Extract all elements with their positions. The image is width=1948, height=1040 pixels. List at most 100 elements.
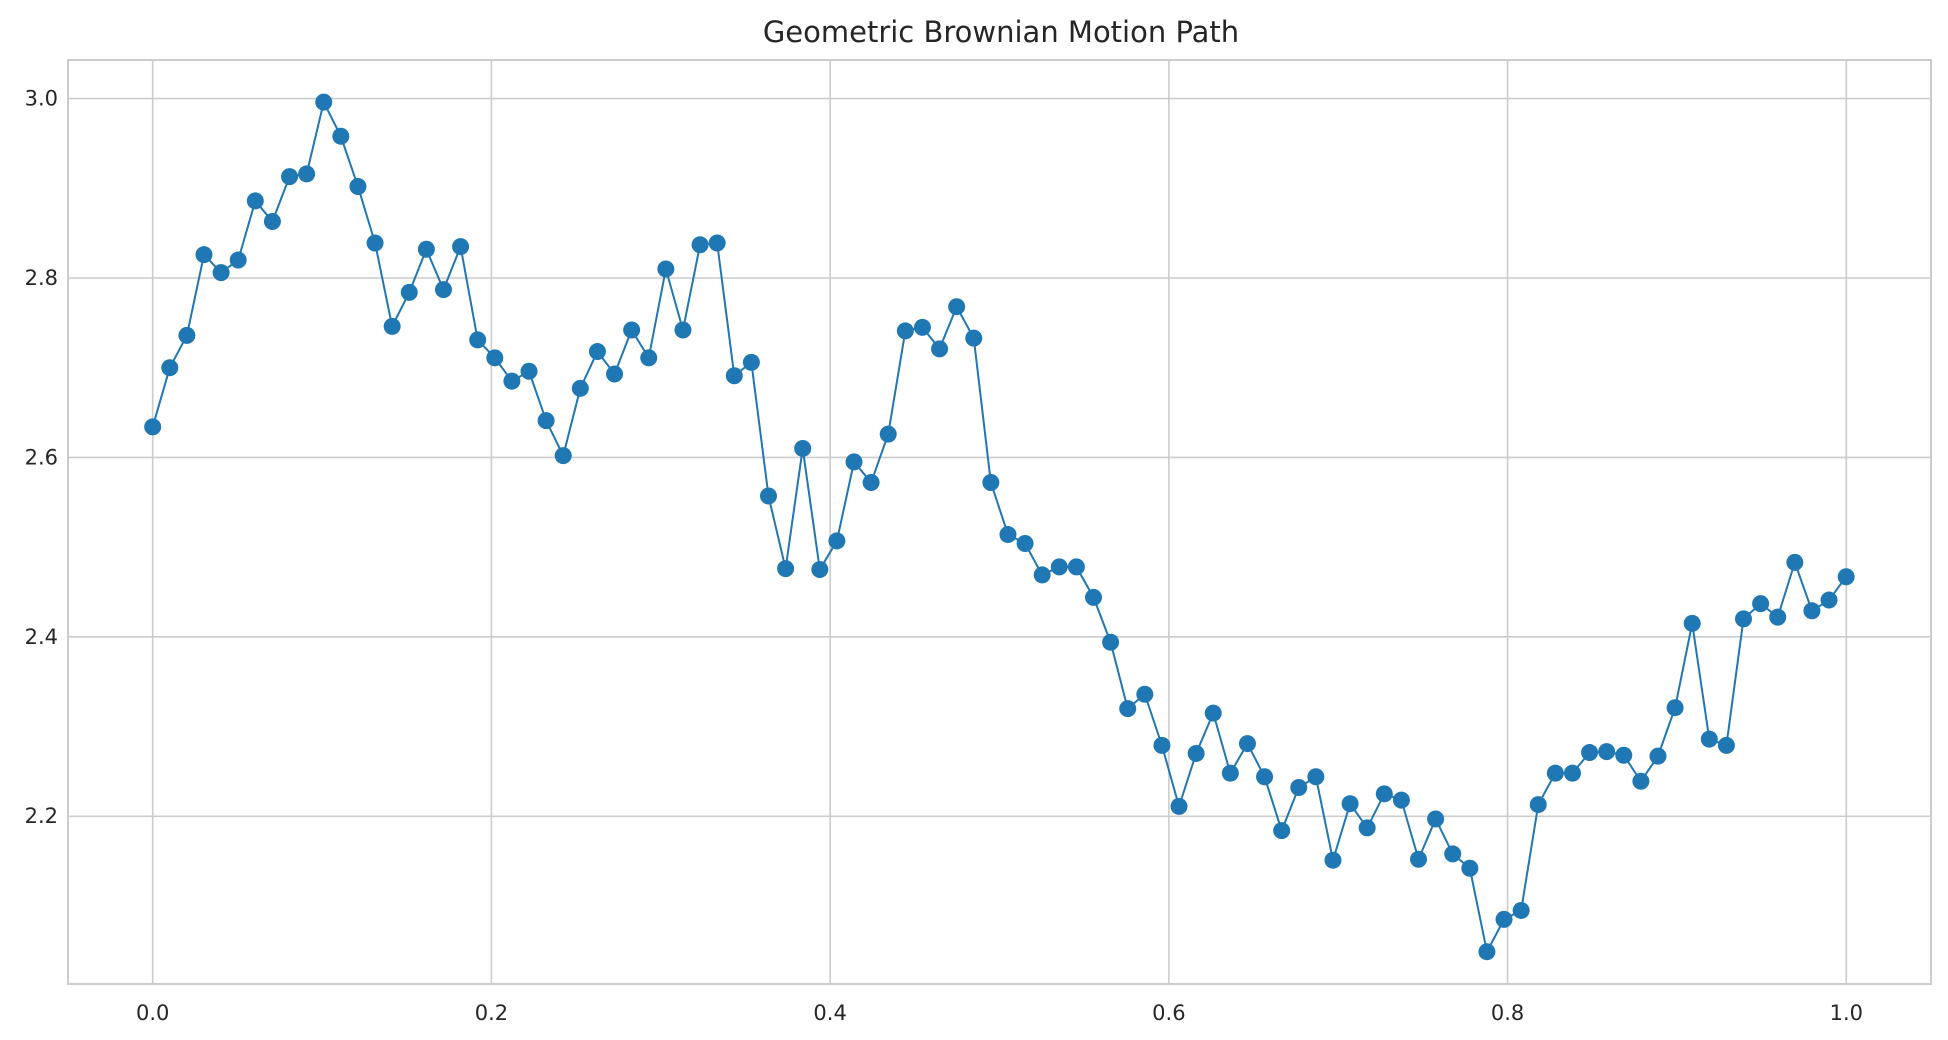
data-point: [1187, 744, 1205, 762]
x-tick-label: 0.4: [813, 1001, 846, 1025]
data-point: [554, 447, 572, 465]
data-point: [606, 365, 624, 383]
data-point: [1307, 768, 1325, 786]
data-point: [1153, 736, 1171, 754]
data-point: [1735, 610, 1753, 628]
data-point: [777, 560, 795, 578]
data-point: [811, 561, 829, 579]
data-point: [1427, 810, 1445, 828]
x-tick-label: 1.0: [1830, 1001, 1863, 1025]
data-point: [1546, 764, 1564, 782]
data-point: [1102, 633, 1120, 651]
data-point: [1581, 744, 1599, 762]
data-point: [229, 251, 247, 269]
data-point: [486, 349, 504, 367]
data-point: [1700, 730, 1718, 748]
data-point: [1033, 566, 1051, 584]
data-point: [759, 487, 777, 505]
x-tick-label: 0.2: [475, 1001, 508, 1025]
data-point: [828, 532, 846, 550]
data-point: [434, 281, 452, 299]
data-point: [144, 418, 162, 436]
data-point: [1563, 764, 1581, 782]
data-point: [366, 234, 384, 252]
data-point: [537, 412, 555, 430]
data-point: [1529, 796, 1547, 814]
data-point: [400, 283, 418, 301]
data-point: [708, 234, 726, 252]
data-point: [212, 264, 230, 282]
data-point: [913, 318, 931, 336]
data-point: [1341, 795, 1359, 813]
y-tick-label: 2.4: [25, 625, 58, 649]
data-point: [1085, 588, 1102, 606]
data-point: [1803, 602, 1821, 620]
data-point: [1170, 797, 1188, 815]
data-point: [965, 329, 983, 347]
x-tick-label: 0.0: [136, 1001, 169, 1025]
data-point: [862, 474, 880, 492]
data-point: [1119, 700, 1137, 718]
data-point: [999, 526, 1017, 544]
data-point: [178, 326, 196, 344]
data-point: [845, 453, 863, 471]
data-point: [931, 340, 949, 358]
data-point: [503, 372, 521, 390]
data-point: [1204, 704, 1222, 722]
data-point: [571, 379, 589, 397]
data-point: [1050, 558, 1068, 576]
data-point: [1392, 791, 1410, 809]
x-tick-label: 0.6: [1152, 1001, 1185, 1025]
data-point: [1615, 746, 1633, 764]
data-point: [1495, 910, 1513, 928]
data-point: [1632, 772, 1650, 790]
series-line: [151, 99, 1847, 955]
plot-area: [67, 59, 1932, 985]
data-point: [246, 192, 264, 210]
data-point: [1837, 568, 1855, 586]
data-point: [1016, 535, 1034, 553]
data-point: [623, 321, 641, 339]
data-point: [1221, 764, 1239, 782]
data-point: [452, 238, 470, 256]
data-point: [1358, 819, 1376, 837]
data-point: [1478, 943, 1496, 961]
data-point: [349, 177, 367, 195]
grid-lines: [68, 60, 1931, 984]
data-point: [1649, 747, 1667, 765]
data-point: [640, 349, 658, 367]
data-point: [691, 236, 709, 254]
data-point: [1375, 785, 1393, 803]
data-point: [1324, 851, 1342, 869]
data-point: [298, 165, 316, 183]
y-tick-label: 2.6: [25, 445, 58, 469]
x-tick-label: 0.8: [1491, 1001, 1524, 1025]
data-point: [742, 353, 760, 371]
data-point: [1067, 558, 1085, 576]
data-point: [520, 362, 538, 380]
data-point: [1256, 768, 1274, 786]
data-point: [1444, 845, 1462, 863]
data-point: [263, 212, 281, 230]
data-point: [1598, 743, 1616, 761]
data-point: [1820, 591, 1838, 609]
data-point: [674, 321, 692, 339]
data-point: [469, 331, 487, 349]
data-point: [1290, 779, 1308, 797]
data-point: [1752, 595, 1770, 613]
data-point: [161, 359, 179, 377]
data-point: [588, 343, 606, 361]
data-point: [332, 127, 350, 145]
data-points: [144, 93, 1855, 961]
y-tick-label: 2.2: [25, 804, 58, 828]
data-point: [195, 246, 213, 264]
y-tick-label: 2.8: [25, 266, 58, 290]
data-point: [657, 260, 675, 278]
data-point: [896, 322, 914, 340]
data-point: [383, 317, 401, 335]
data-point: [281, 168, 299, 186]
y-tick-label: 3.0: [25, 87, 58, 111]
tick-labels: 0.0 0.2 0.4 0.6 0.8 1.0 2.2 2.4 2.6 2.8 3.0: [25, 87, 1863, 1025]
data-point: [1238, 735, 1256, 753]
